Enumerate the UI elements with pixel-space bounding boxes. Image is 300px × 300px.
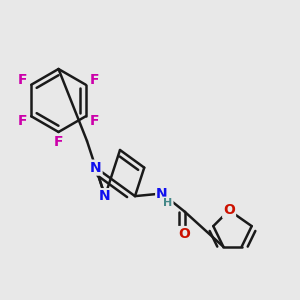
Text: N: N bbox=[156, 187, 168, 200]
Text: F: F bbox=[17, 73, 27, 86]
Text: F: F bbox=[90, 115, 100, 128]
Text: O: O bbox=[223, 203, 235, 217]
Text: H: H bbox=[164, 197, 172, 208]
Text: F: F bbox=[54, 136, 63, 149]
Text: F: F bbox=[17, 115, 27, 128]
Text: F: F bbox=[90, 73, 100, 86]
Text: O: O bbox=[178, 227, 190, 241]
Text: N: N bbox=[99, 189, 111, 203]
Text: N: N bbox=[90, 160, 102, 175]
